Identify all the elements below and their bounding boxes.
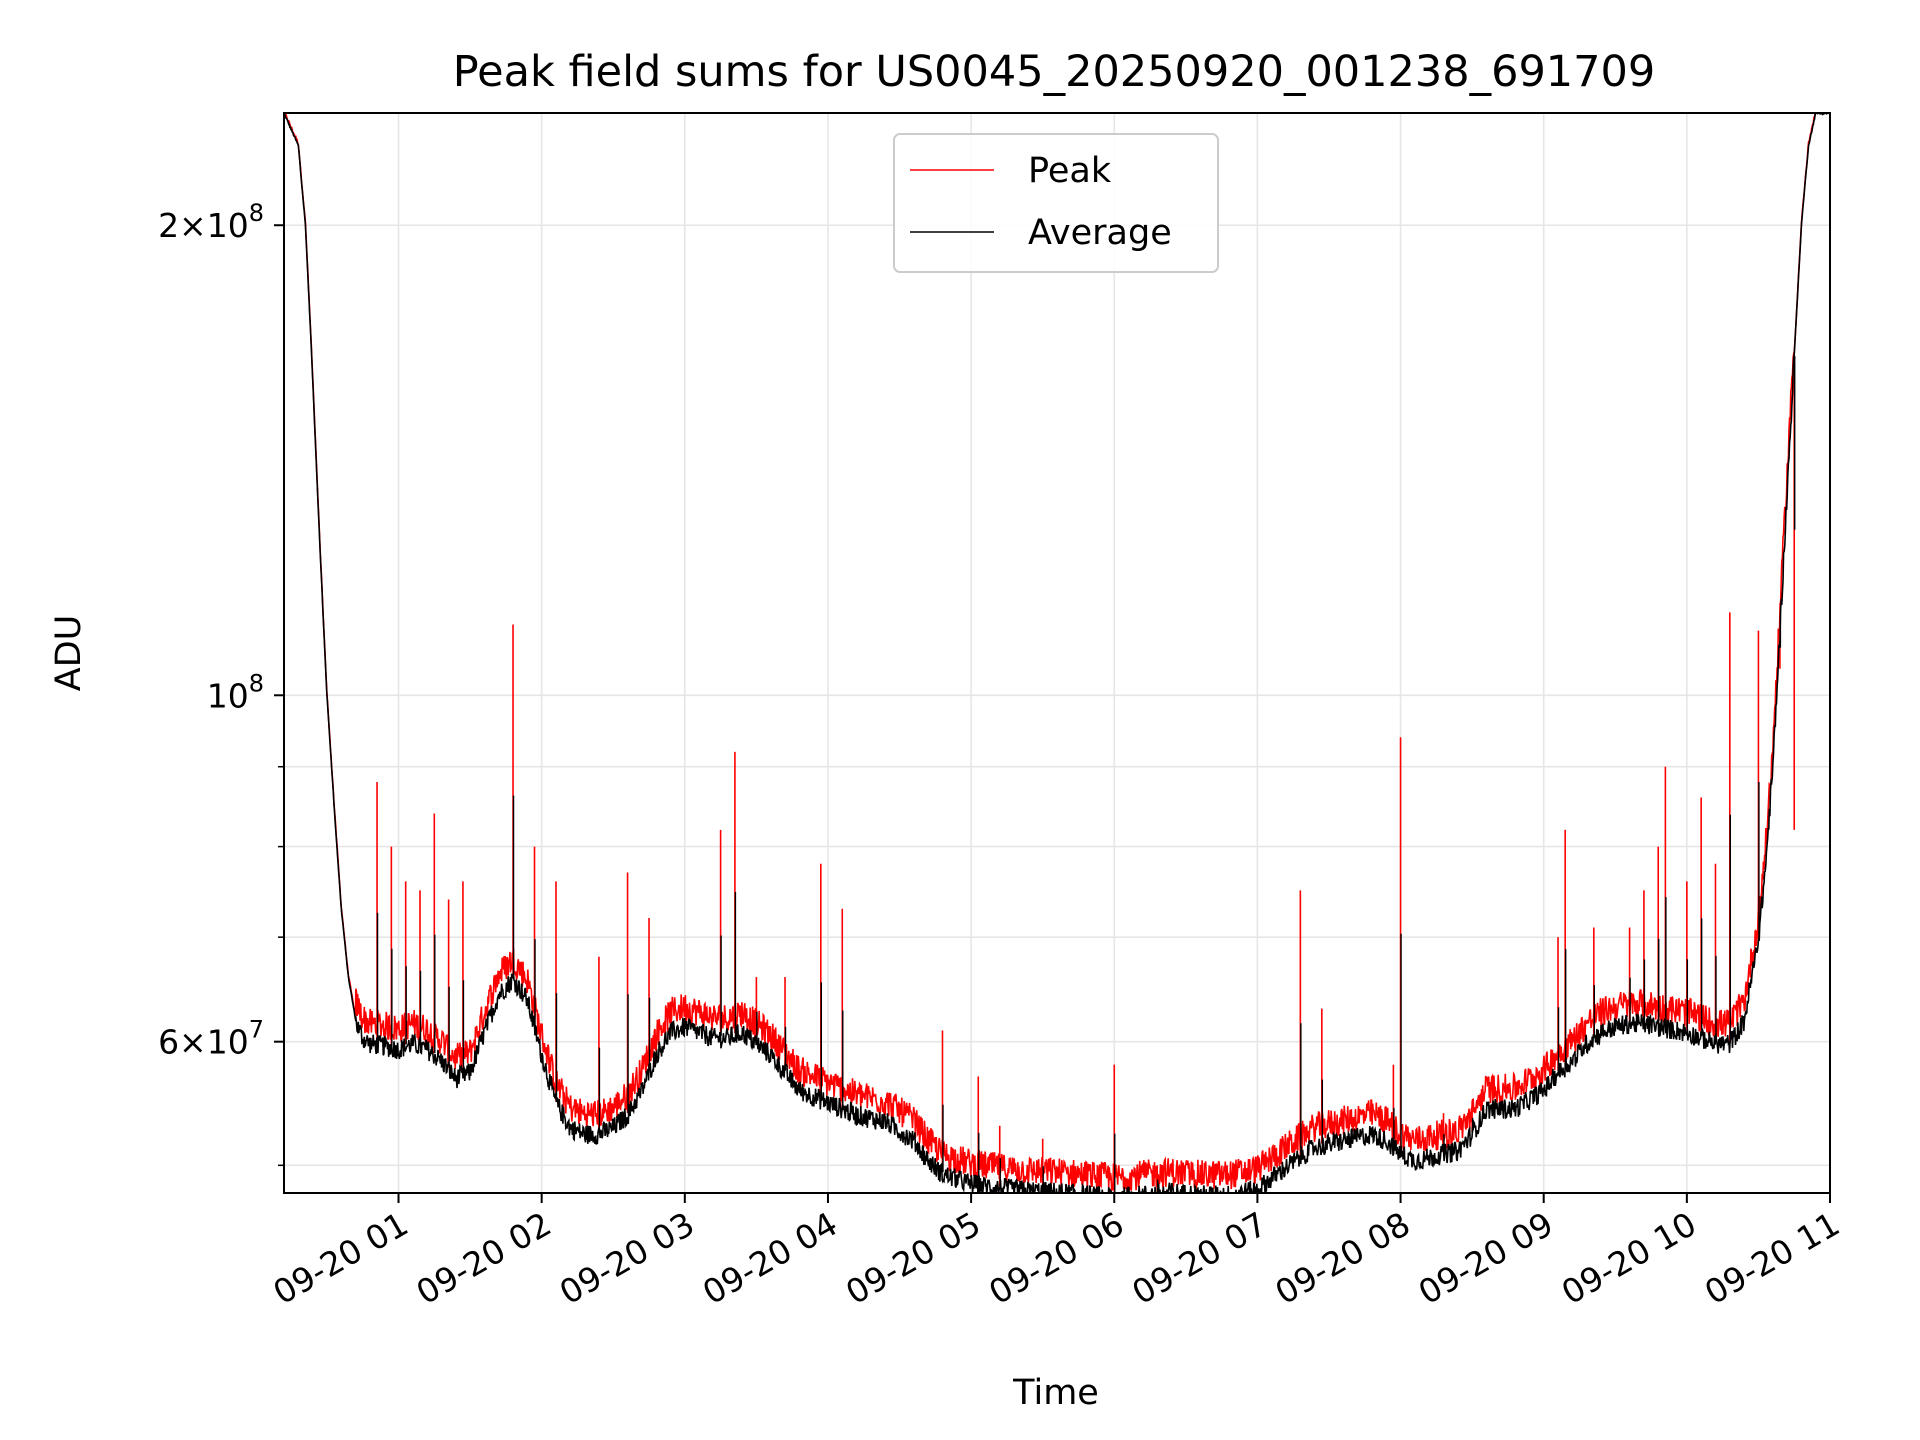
y-axis-label: ADU xyxy=(49,615,89,692)
legend-peak-label: Peak xyxy=(1028,151,1112,191)
peak-series-line xyxy=(284,113,1830,1192)
plot-frame xyxy=(283,112,1831,1194)
x-axis-label: Time xyxy=(1012,1373,1099,1413)
y-axis: 6×107 108 2×108 xyxy=(158,199,284,1167)
average-series-line xyxy=(284,113,1830,1193)
y-tick-label: 2×108 xyxy=(158,199,264,245)
legend-box xyxy=(893,133,1219,273)
series-layer xyxy=(284,113,1830,1193)
legend-average-label: Average xyxy=(1028,213,1172,253)
chart-title: Peak field sums for US0045_20250920_0012… xyxy=(453,47,1656,97)
legend: Peak Average xyxy=(893,133,1219,273)
y-tick-label: 108 xyxy=(207,669,264,715)
y-tick-label: 6×107 xyxy=(158,1016,264,1062)
